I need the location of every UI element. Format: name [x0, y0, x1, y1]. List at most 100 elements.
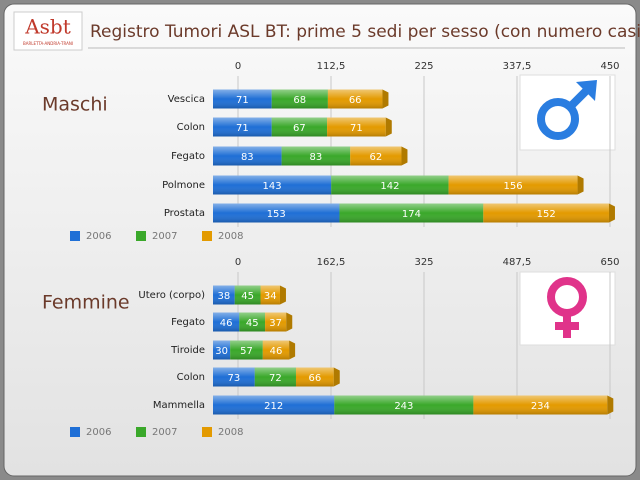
- legend-swatch: [202, 231, 212, 241]
- logo-tagline: BARLETTA-ANDRIA-TRANI: [23, 41, 73, 46]
- x-tick-label: 325: [414, 257, 433, 268]
- data-label: 34: [264, 291, 277, 302]
- bar-shine: [473, 395, 608, 415]
- data-label: 72: [269, 373, 282, 384]
- category-label: Mammella: [153, 400, 205, 411]
- bar-shine: [271, 117, 328, 137]
- data-label: 243: [394, 401, 413, 412]
- data-label: 234: [531, 401, 550, 412]
- data-label: 57: [240, 346, 253, 357]
- x-tick-label: 337,5: [503, 61, 532, 72]
- bar-shine: [448, 175, 578, 195]
- data-label: 212: [264, 401, 283, 412]
- chart-title: Femmine: [42, 292, 130, 314]
- logo: Asbt: [24, 15, 71, 39]
- x-tick-label: 112,5: [317, 61, 346, 72]
- x-tick-label: 225: [414, 61, 433, 72]
- legend-label: 2008: [218, 427, 243, 438]
- legend-swatch: [136, 231, 146, 241]
- data-label: 71: [236, 123, 249, 134]
- bar-shine: [213, 312, 240, 332]
- female-icon: [519, 271, 616, 346]
- legend-label: 2006: [86, 231, 111, 242]
- x-tick-label: 487,5: [503, 257, 532, 268]
- data-label: 66: [309, 373, 322, 384]
- male-icon: [519, 74, 616, 151]
- bar-shine: [239, 312, 266, 332]
- bar-end: [608, 203, 615, 223]
- data-label: 71: [350, 123, 363, 134]
- bar-shine: [254, 367, 296, 387]
- x-tick-label: 0: [235, 61, 241, 72]
- bar-shine: [262, 340, 290, 360]
- bar-shine: [281, 146, 351, 166]
- bar-end: [607, 395, 614, 415]
- bar-shine: [213, 367, 255, 387]
- category-label: Fegato: [171, 151, 205, 162]
- bar-shine: [213, 395, 335, 415]
- bar-end: [333, 367, 340, 387]
- bar-end: [577, 175, 584, 195]
- data-label: 62: [369, 152, 382, 163]
- bar-end: [382, 89, 389, 109]
- legend-swatch: [136, 427, 146, 437]
- bar-end: [279, 285, 286, 305]
- data-label: 143: [263, 181, 282, 192]
- bar-shine: [339, 203, 484, 223]
- data-label: 45: [241, 291, 254, 302]
- x-tick-label: 162,5: [317, 257, 346, 268]
- data-label: 71: [236, 95, 249, 106]
- data-label: 156: [504, 181, 523, 192]
- category-label: Utero (corpo): [138, 290, 205, 301]
- bar-shine: [234, 285, 261, 305]
- chart-title: Maschi: [42, 94, 108, 116]
- bar-shine: [213, 340, 231, 360]
- bar-shine: [213, 117, 272, 137]
- data-label: 142: [380, 181, 399, 192]
- page-title: Registro Tumori ASL BT: prime 5 sedi per…: [90, 22, 640, 42]
- bar-shine: [331, 175, 449, 195]
- data-label: 153: [267, 209, 286, 220]
- card: [3, 3, 637, 477]
- bar-shine: [350, 146, 402, 166]
- category-label: Fegato: [171, 317, 205, 328]
- bar-shine: [327, 89, 383, 109]
- data-label: 174: [402, 209, 421, 220]
- bar-shine: [327, 117, 386, 137]
- data-label: 37: [269, 318, 282, 329]
- data-label: 66: [349, 95, 362, 106]
- category-label: Prostata: [164, 208, 205, 219]
- data-label: 68: [293, 95, 306, 106]
- bar-end: [289, 340, 296, 360]
- x-tick-label: 650: [600, 257, 619, 268]
- category-label: Polmone: [162, 180, 205, 191]
- bar-shine: [213, 89, 272, 109]
- data-label: 38: [218, 291, 231, 302]
- category-label: Colon: [177, 372, 205, 383]
- legend-swatch: [202, 427, 212, 437]
- logo-box: [13, 11, 83, 51]
- legend-label: 2006: [86, 427, 111, 438]
- bar-shine: [295, 367, 334, 387]
- bar-end: [385, 117, 392, 137]
- bar-shine: [271, 89, 328, 109]
- bar-end: [286, 312, 293, 332]
- bar-shine: [265, 312, 287, 332]
- data-label: 73: [228, 373, 241, 384]
- bar-shine: [260, 285, 280, 305]
- legend-label: 2007: [152, 427, 177, 438]
- bar-shine: [213, 175, 332, 195]
- legend-label: 2007: [152, 231, 177, 242]
- bar-shine: [213, 146, 282, 166]
- bar-shine: [213, 285, 235, 305]
- data-label: 67: [293, 123, 306, 134]
- category-label: Tiroide: [170, 345, 205, 356]
- data-label: 46: [220, 318, 233, 329]
- bar-shine: [213, 203, 340, 223]
- data-label: 83: [310, 152, 323, 163]
- bar-shine: [334, 395, 474, 415]
- legend-label: 2008: [218, 231, 243, 242]
- category-label: Colon: [177, 122, 205, 133]
